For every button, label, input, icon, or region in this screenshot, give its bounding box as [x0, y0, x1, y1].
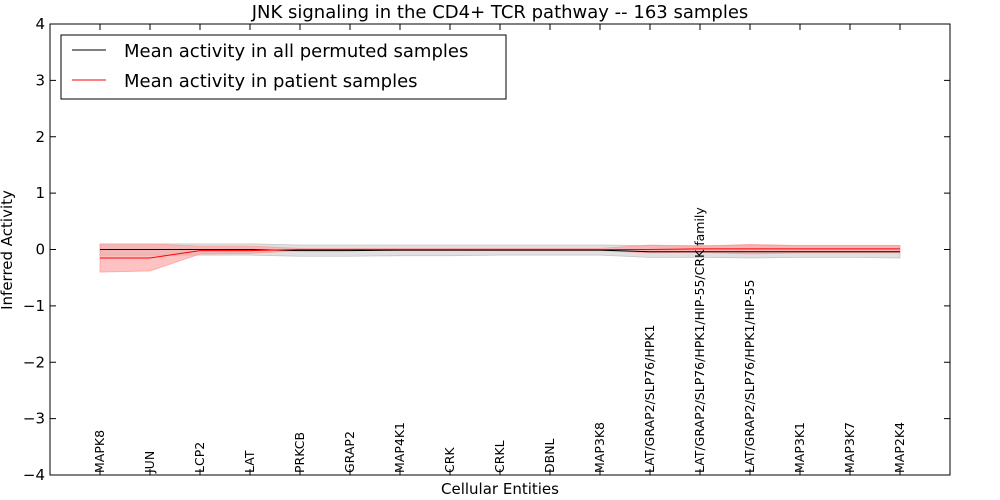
x-tick-label: MAPK8: [92, 430, 107, 473]
y-tick-label: 2: [35, 128, 45, 146]
y-axis-label: Inferred Activity: [0, 190, 16, 310]
y-tick-label: 3: [35, 71, 45, 89]
y-tick-label: −1: [23, 297, 45, 315]
x-tick-label: PRKCB: [292, 432, 307, 473]
y-tick-label: 0: [35, 241, 45, 259]
x-axis-label: Cellular Entities: [441, 480, 559, 498]
x-tick-label: MAP3K7: [842, 422, 857, 473]
x-tick-label: MAP2K4: [892, 422, 907, 473]
x-tick-label: LAT/GRAP2/SLP76/HPK1: [642, 325, 657, 473]
x-tick-label: MAP3K8: [592, 422, 607, 473]
y-tick-label: −2: [23, 353, 45, 371]
x-tick-label: CRK: [442, 447, 457, 473]
legend: Mean activity in all permuted samples Me…: [60, 34, 507, 100]
chart-title: JNK signaling in the CD4+ TCR pathway --…: [251, 2, 749, 23]
x-tick-label: LCP2: [192, 442, 207, 473]
x-tick-label: LAT: [242, 450, 257, 473]
x-tick-label: GRAP2: [342, 431, 357, 473]
x-tick-label: MAP3K1: [792, 422, 807, 473]
y-tick-label: 1: [35, 184, 45, 202]
y-axis: 4 3 2 1 0 −1 −2 −3 −4: [23, 15, 950, 484]
legend-frame: [60, 34, 507, 100]
legend-label-patient: Mean activity in patient samples: [124, 71, 418, 92]
x-tick-label: DBNL: [542, 438, 557, 473]
line-series-0: [100, 249, 900, 253]
x-axis: MAPK8 JUN LCP2 LAT PRKCB GRAP2 MAP4K1 CRK CRKL DB…: [92, 24, 907, 475]
x-tick-label: LAT/GRAP2/SLP76/HPK1/HIP-55/CRK family: [692, 207, 707, 473]
y-tick-label: 4: [35, 15, 45, 33]
y-tick-label: −4: [23, 466, 45, 484]
x-tick-label: CRKL: [492, 440, 507, 473]
legend-label-permuted: Mean activity in all permuted samples: [124, 41, 468, 62]
y-tick-label: −3: [23, 410, 45, 428]
x-tick-label: LAT/GRAP2/SLP76/HPK1/HIP-55: [742, 280, 757, 473]
line-series-1: [100, 248, 900, 259]
series-lines: [100, 248, 900, 259]
x-tick-label: MAP4K1: [392, 422, 407, 473]
x-tick-label: JUN: [142, 451, 157, 474]
confidence-bands: [99, 243, 901, 273]
